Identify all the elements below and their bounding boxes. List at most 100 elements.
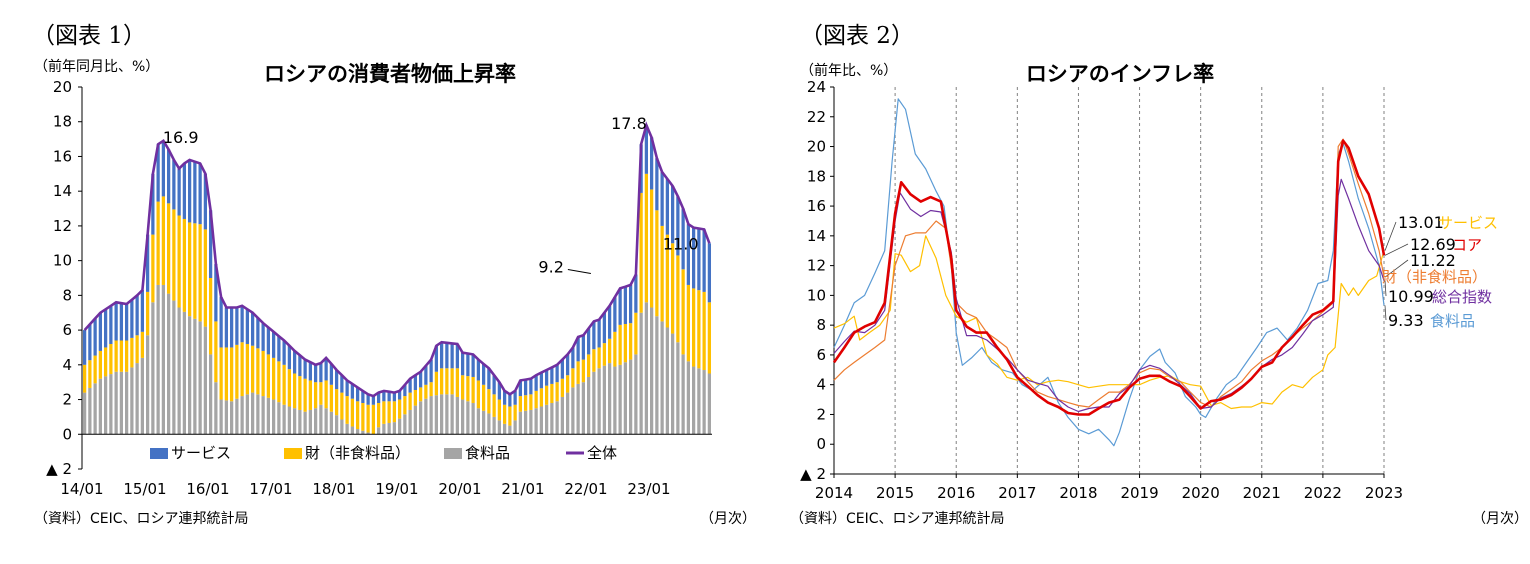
y-tick-label: 10 xyxy=(53,252,72,270)
bar-goods xyxy=(670,243,675,334)
bar-food xyxy=(434,395,439,435)
x-tick-label: 2019 xyxy=(1120,484,1158,500)
y-tick-label: ▲ 2 xyxy=(800,465,826,483)
bar-goods xyxy=(618,324,622,365)
bar-goods xyxy=(313,382,318,409)
y-tick-label: 6 xyxy=(62,321,72,339)
bar-services xyxy=(208,210,213,278)
bar-food xyxy=(366,432,370,435)
bar-food xyxy=(502,423,507,435)
y-tick-label: 2 xyxy=(62,391,72,409)
bar-services xyxy=(98,312,103,351)
bar-goods xyxy=(487,389,491,414)
bar-goods xyxy=(124,340,129,372)
bar-food xyxy=(198,321,202,435)
bar-services xyxy=(371,396,376,405)
annotation-pre-2022: 9.2 xyxy=(538,258,563,277)
end-label-value: 9.33 xyxy=(1388,311,1424,330)
bar-goods xyxy=(634,312,638,355)
bar-food xyxy=(303,411,307,435)
bar-food xyxy=(560,396,565,435)
bar-food xyxy=(229,401,234,435)
bar-services xyxy=(597,319,601,348)
bar-goods xyxy=(355,401,360,430)
bar-goods xyxy=(571,368,575,388)
bar-services xyxy=(471,354,475,377)
bar-food xyxy=(350,426,355,435)
bar-goods xyxy=(161,196,166,285)
bar-goods xyxy=(224,347,229,401)
bar-goods xyxy=(198,224,202,322)
bar-food xyxy=(119,371,124,435)
bar-services xyxy=(287,345,292,370)
bar-services xyxy=(497,382,502,400)
bar-services xyxy=(691,227,696,289)
bar-services xyxy=(245,309,250,344)
bar-goods xyxy=(371,404,376,435)
bar-food xyxy=(240,396,244,435)
bar-goods xyxy=(266,354,271,398)
bar-goods xyxy=(544,385,549,405)
bar-services xyxy=(198,163,202,225)
bar-goods xyxy=(287,369,292,407)
bar-services xyxy=(355,387,360,402)
bar-services xyxy=(382,390,386,402)
bar-goods xyxy=(534,390,538,409)
bar-goods xyxy=(282,364,286,405)
bar-services xyxy=(508,394,512,407)
bar-services xyxy=(397,390,402,400)
x-tick-label: 14/01 xyxy=(60,480,103,498)
x-tick-label: 16/01 xyxy=(186,480,229,498)
bar-food xyxy=(361,430,365,435)
bar-services xyxy=(345,380,349,397)
bar-food xyxy=(665,327,670,435)
bar-services xyxy=(166,149,171,204)
bar-food xyxy=(634,354,638,435)
bar-food xyxy=(644,302,649,435)
bar-goods xyxy=(660,225,664,322)
bar-services xyxy=(119,303,124,341)
bar-goods xyxy=(697,290,701,369)
bar-food xyxy=(313,408,318,435)
series-line xyxy=(833,178,1385,413)
bar-goods xyxy=(576,361,580,384)
bar-services xyxy=(655,158,659,211)
bar-food xyxy=(476,408,481,435)
unit-label-1: （前年同月比、%） xyxy=(34,59,160,75)
bar-food xyxy=(156,284,160,435)
y-tick-label: 20 xyxy=(53,78,72,96)
bar-services xyxy=(156,144,160,202)
bar-goods xyxy=(366,404,370,433)
bar-services xyxy=(560,359,565,379)
bar-services xyxy=(193,161,197,224)
y-tick-label: 16 xyxy=(53,147,72,165)
x-tick-label: 19/01 xyxy=(375,480,418,498)
bar-services xyxy=(529,378,533,395)
bar-food xyxy=(670,333,675,435)
bar-services xyxy=(681,208,685,270)
bar-goods xyxy=(93,355,97,384)
x-tick-label: 18/01 xyxy=(312,480,355,498)
bar-food xyxy=(287,406,292,435)
bar-goods xyxy=(130,337,134,368)
bar-goods xyxy=(177,215,181,308)
bar-goods xyxy=(513,404,517,421)
bar-food xyxy=(586,376,591,435)
bar-services xyxy=(392,392,397,402)
y-tick-label: 8 xyxy=(816,316,826,334)
bar-services xyxy=(93,318,97,356)
bar-food xyxy=(187,316,192,435)
bar-food xyxy=(109,374,113,435)
bar-goods xyxy=(555,382,559,402)
bar-goods xyxy=(686,284,691,362)
bar-services xyxy=(329,363,334,385)
bar-food xyxy=(224,400,229,435)
bar-goods xyxy=(628,323,633,360)
bar-food xyxy=(319,404,323,435)
bar-goods xyxy=(466,376,470,402)
bar-goods xyxy=(560,378,565,397)
bar-goods xyxy=(681,269,685,355)
bar-services xyxy=(403,384,407,397)
bar-goods xyxy=(193,223,197,319)
bar-goods xyxy=(418,387,423,402)
